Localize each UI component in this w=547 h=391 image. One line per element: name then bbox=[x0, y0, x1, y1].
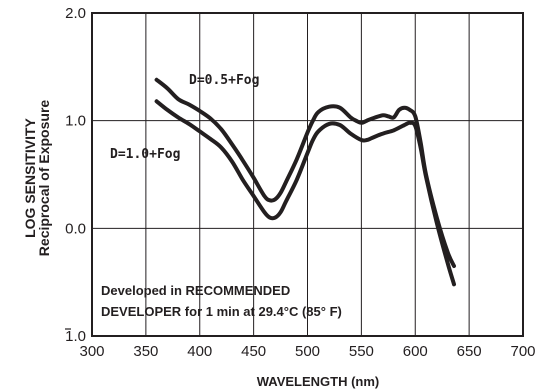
annotation-line-2: DEVELOPER for 1 min at 29.4°C (85° F) bbox=[101, 304, 342, 319]
x-tick-label-550: 550 bbox=[349, 343, 374, 360]
y-tick-label-0: 2.0 bbox=[65, 5, 86, 22]
x-tick-label-350: 350 bbox=[133, 343, 158, 360]
annotation-line-1: Developed in RECOMMENDED bbox=[101, 283, 290, 298]
series-group bbox=[154, 77, 456, 287]
y-tick-label-2: 0.0 bbox=[65, 220, 86, 237]
x-tick-label-600: 600 bbox=[403, 343, 428, 360]
series-line-0 bbox=[154, 77, 456, 268]
y-tick-label-1: 1.0 bbox=[65, 113, 86, 130]
x-tick-label-650: 650 bbox=[457, 343, 482, 360]
x-tick-label-300: 300 bbox=[79, 343, 104, 360]
x-tick-label-500: 500 bbox=[295, 343, 320, 360]
x-tick-label-700: 700 bbox=[510, 343, 535, 360]
tick-labels: 300 350 400 450 500 550 600 650 700 2.0 1.0 0.0 1.0 bbox=[65, 5, 536, 360]
x-axis-label: WAVELENGTH (nm) bbox=[257, 374, 380, 389]
x-tick-label-400: 400 bbox=[187, 343, 212, 360]
y-tick-label-3: 1.0 bbox=[65, 328, 86, 345]
plot-frame bbox=[91, 12, 524, 337]
series-label-d10: D=1.0+Fog bbox=[110, 147, 180, 162]
series-label-d05: D=0.5+Fog bbox=[189, 73, 259, 88]
x-tick-label-450: 450 bbox=[241, 343, 266, 360]
series-line-1 bbox=[154, 99, 456, 287]
y-axis-label-line-2: Reciprocal of Exposure bbox=[36, 99, 52, 257]
